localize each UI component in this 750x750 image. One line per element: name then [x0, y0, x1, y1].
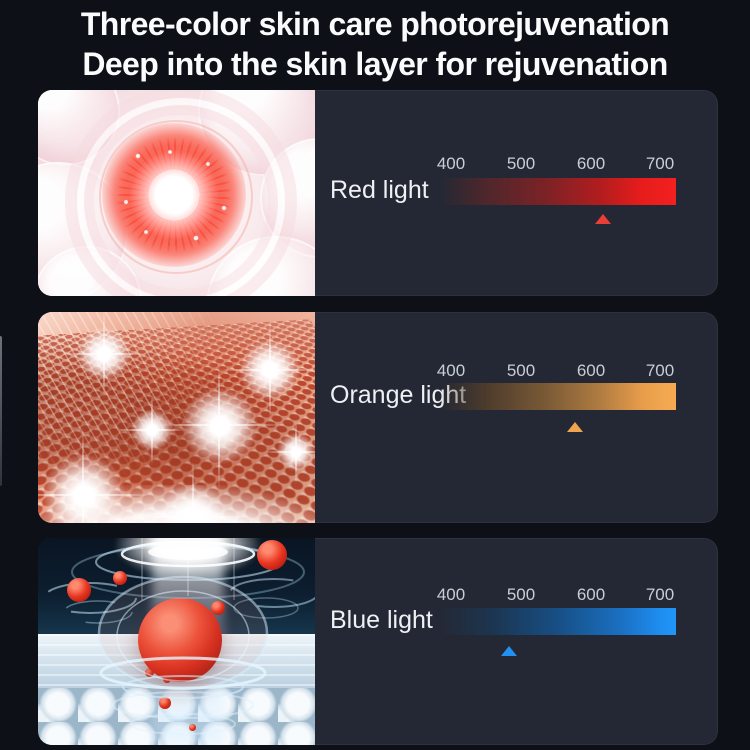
- tick-600: 600: [576, 585, 606, 604]
- blue-light-label: Blue light: [330, 606, 433, 634]
- sparkle-dots: [38, 90, 315, 296]
- panel-orange-light: Orange light 400 500 600 700: [38, 312, 718, 523]
- red-droplet: [145, 668, 154, 677]
- red-light-label: Red light: [330, 176, 429, 204]
- blue-wavelength-arrow: [501, 646, 517, 656]
- blue-wavelength-ticks: 400 500 600 700: [436, 585, 676, 605]
- tick-400: 400: [436, 361, 466, 380]
- red-cell-sphere: [138, 598, 222, 682]
- orange-light-illustration: [38, 312, 315, 523]
- red-spectrum-bar: [440, 178, 676, 205]
- orange-wavelength-ticks: 400 500 600 700: [436, 361, 676, 381]
- title-line-1: Three-color skin care photorejuvenation: [80, 6, 670, 42]
- blue-light-illustration: [38, 538, 315, 745]
- tick-500: 500: [506, 361, 536, 380]
- red-droplet: [159, 697, 171, 709]
- tick-400: 400: [436, 154, 466, 173]
- light-flare: [116, 394, 188, 466]
- red-light-illustration: [38, 90, 315, 296]
- light-flare: [156, 362, 284, 490]
- bottom-glow: [38, 485, 315, 523]
- orange-spectrum-bar: [440, 383, 676, 410]
- page-title: Three-color skin care photorejuvenation …: [0, 4, 750, 84]
- panel-red-light: Red light 400 500 600 700: [38, 90, 718, 296]
- red-cell-small: [257, 540, 287, 570]
- tick-700: 700: [645, 361, 675, 380]
- tick-600: 600: [576, 154, 606, 173]
- tick-600: 600: [576, 361, 606, 380]
- tick-500: 500: [506, 585, 536, 604]
- panel-blue-light: Blue light 400 500 600 700: [38, 538, 718, 745]
- tick-700: 700: [645, 154, 675, 173]
- tick-400: 400: [436, 585, 466, 604]
- light-flare: [218, 318, 315, 422]
- red-cell-small: [113, 571, 127, 585]
- red-cell-small: [67, 578, 91, 602]
- tick-700: 700: [645, 585, 675, 604]
- title-line-2: Deep into the skin layer for rejuvenatio…: [82, 46, 668, 82]
- blue-spectrum-bar: [440, 608, 676, 635]
- red-wavelength-ticks: 400 500 600 700: [436, 154, 676, 174]
- red-wavelength-arrow: [595, 214, 611, 224]
- orange-wavelength-arrow: [567, 422, 583, 432]
- red-droplet: [189, 724, 196, 731]
- light-flare: [59, 312, 149, 399]
- tick-500: 500: [506, 154, 536, 173]
- red-cell-small: [211, 601, 225, 615]
- light-flare: [264, 420, 315, 484]
- carousel-edge-artifact: [0, 336, 2, 486]
